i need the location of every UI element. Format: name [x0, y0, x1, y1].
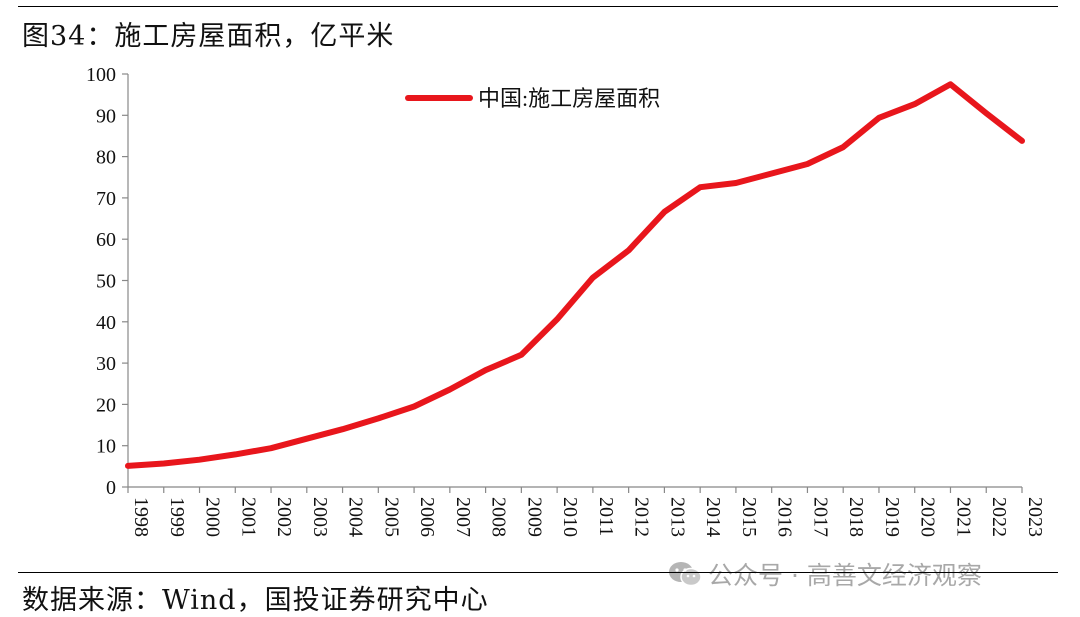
- wechat-icon: [669, 562, 702, 587]
- x-tick-label: 2020: [917, 497, 939, 537]
- data-point: [912, 102, 917, 107]
- legend: 中国:施工房屋面积: [405, 86, 660, 111]
- series-layer: [125, 81, 1025, 469]
- data-point: [161, 461, 166, 466]
- y-tick-label: 80: [96, 147, 116, 169]
- data-point: [698, 185, 703, 190]
- x-tick-label: 2013: [666, 497, 688, 537]
- data-point: [769, 171, 774, 176]
- x-tick-label: 2001: [237, 497, 259, 537]
- data-point: [662, 209, 667, 214]
- x-tick-label: 2016: [774, 497, 796, 537]
- y-tick-label: 70: [96, 188, 116, 210]
- y-tick-label: 50: [96, 271, 116, 293]
- x-tick-label: 2012: [631, 497, 653, 537]
- x-tick-label: 2018: [845, 497, 867, 537]
- x-tick-label: 2000: [202, 497, 224, 537]
- data-point: [233, 452, 238, 457]
- data-point: [805, 162, 810, 167]
- y-tick-label: 10: [96, 436, 116, 458]
- x-tick-label: 2017: [809, 497, 831, 537]
- data-point: [984, 111, 989, 116]
- data-point: [340, 427, 345, 432]
- watermark: 公众号 · 高善文经济观察: [668, 556, 982, 592]
- data-point: [412, 404, 417, 409]
- y-tick-label: 90: [96, 105, 116, 127]
- x-tick-label: 2008: [488, 497, 510, 537]
- x-tick-label: 2004: [345, 497, 367, 537]
- x-axis: 1998 1999 2000 2001 2002 2003 2004 2005 2006 2007…: [127, 486, 1046, 537]
- data-point: [126, 463, 130, 468]
- x-tick-label: 2019: [881, 497, 903, 537]
- x-tick-label: 2009: [523, 497, 545, 537]
- data-point: [519, 352, 524, 357]
- x-tick-label: 2003: [309, 497, 331, 537]
- watermark-text: 公众号 · 高善文经济观察: [708, 561, 982, 590]
- y-tick-label: 40: [96, 312, 116, 334]
- y-tick-label: 30: [96, 353, 116, 375]
- data-point: [1020, 138, 1024, 143]
- y-axis: 0 10 20 30 40 50 60 70 80 90 100: [86, 64, 129, 499]
- data-point: [555, 317, 560, 322]
- data-point: [733, 181, 738, 186]
- x-tick-label: 2011: [595, 497, 617, 536]
- x-tick-label: 2014: [702, 497, 724, 537]
- data-point: [269, 446, 274, 451]
- data-point: [447, 387, 452, 392]
- top-rule: [18, 6, 1058, 7]
- x-tick-label: 2002: [273, 497, 295, 537]
- legend-label: 中国:施工房屋面积: [478, 86, 660, 111]
- data-point: [197, 457, 202, 462]
- x-tick-label: 2023: [1024, 497, 1046, 537]
- data-point: [304, 436, 309, 441]
- x-tick-label: 1998: [130, 497, 152, 537]
- data-point: [483, 368, 488, 373]
- x-tick-label: 2021: [952, 497, 974, 537]
- x-tick-label: 2015: [738, 497, 760, 537]
- y-tick-label: 0: [106, 477, 116, 499]
- x-tick-label: 1999: [166, 497, 188, 537]
- bottom-rule: [18, 572, 1058, 573]
- data-point: [626, 248, 631, 253]
- y-tick-label: 20: [96, 394, 116, 416]
- data-point: [590, 275, 595, 280]
- data-point: [841, 145, 846, 150]
- data-point: [376, 416, 381, 421]
- x-tick-label: 2007: [452, 497, 474, 537]
- series-line: [125, 81, 1025, 469]
- x-tick-label: 2006: [416, 497, 438, 537]
- data-point: [876, 115, 881, 120]
- x-tick-label: 2022: [988, 497, 1010, 537]
- x-tick-label: 2010: [559, 497, 581, 537]
- source-note: 数据来源：Wind，国投证券研究中心: [22, 585, 489, 616]
- figure-title: 图34：施工房屋面积，亿平米: [22, 21, 395, 52]
- data-point: [948, 82, 953, 87]
- x-tick-label: 2005: [380, 497, 402, 537]
- y-tick-label: 60: [96, 229, 116, 251]
- y-tick-label: 100: [86, 64, 116, 86]
